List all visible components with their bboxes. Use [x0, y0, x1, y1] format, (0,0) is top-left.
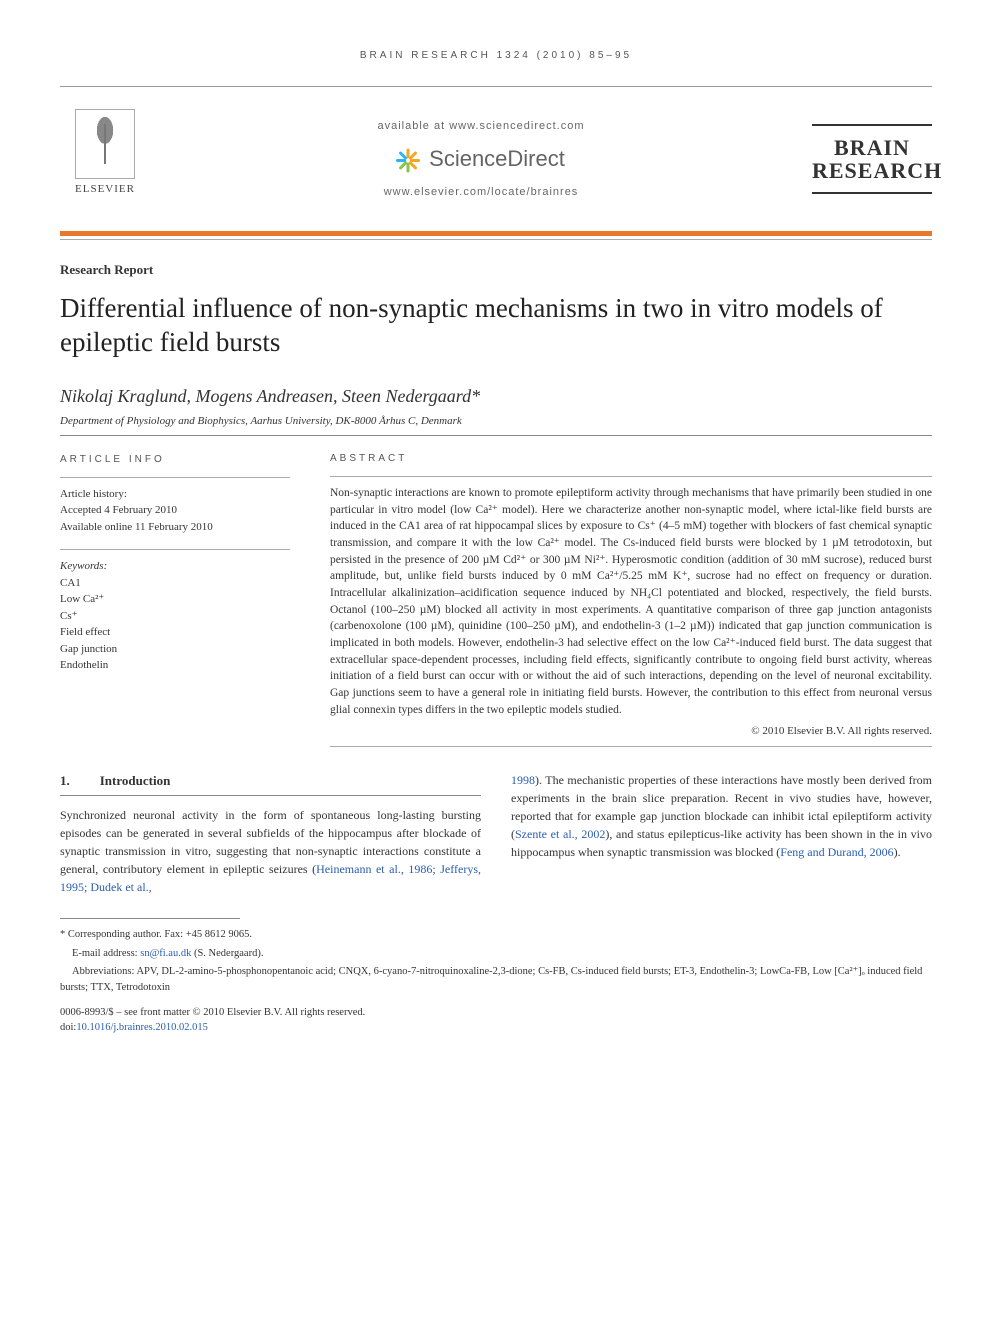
history-label: Article history:	[60, 486, 290, 503]
intro-para-right: 1998). The mechanistic properties of the…	[511, 771, 932, 861]
header-center: available at www.sciencedirect.com Scien…	[150, 120, 812, 198]
citation-link[interactable]: 1998	[511, 773, 535, 787]
journal-line1: BRAIN	[812, 136, 932, 159]
accent-rule	[60, 231, 932, 236]
doi-line: doi:10.1016/j.brainres.2010.02.015	[60, 1021, 932, 1036]
top-rule	[60, 86, 932, 87]
intro-text-2c: ).	[894, 845, 901, 859]
available-at: available at www.sciencedirect.com	[150, 120, 812, 132]
body-col-left: 1. Introduction Synchronized neuronal ac…	[60, 771, 481, 896]
abstract: ABSTRACT Non-synaptic interactions are k…	[330, 452, 932, 748]
elsevier-word: ELSEVIER	[75, 183, 135, 195]
elsevier-tree-icon	[75, 109, 135, 179]
keywords-block: Keywords: CA1Low Ca²⁺Cs⁺Field effectGap …	[60, 549, 290, 674]
email-tail: (S. Nedergaard).	[191, 948, 263, 959]
article-title: Differential influence of non-synaptic m…	[60, 292, 932, 360]
info-heading: ARTICLE INFO	[60, 452, 290, 467]
doi-block: 0006-8993/$ – see front matter © 2010 El…	[60, 1006, 932, 1035]
document-type: Research Report	[60, 262, 932, 278]
keywords-list: CA1Low Ca²⁺Cs⁺Field effectGap junctionEn…	[60, 575, 290, 674]
accepted-date: Accepted 4 February 2010	[60, 502, 290, 519]
footnotes: * Corresponding author. Fax: +45 8612 90…	[60, 927, 932, 996]
locate-url: www.elsevier.com/locate/brainres	[150, 186, 812, 198]
keyword-item: Endothelin	[60, 657, 290, 674]
corresponding-author: * Corresponding author. Fax: +45 8612 90…	[60, 927, 932, 943]
header-band: ELSEVIER available at www.sciencedirect.…	[60, 91, 932, 227]
affiliation: Department of Physiology and Biophysics,…	[60, 415, 932, 427]
keyword-item: Gap junction	[60, 641, 290, 658]
section-title: Introduction	[100, 771, 171, 791]
citation-link[interactable]: Szente et al., 2002	[515, 827, 605, 841]
email-link[interactable]: sn@fi.au.dk	[140, 948, 191, 959]
email-label: E-mail address:	[72, 948, 140, 959]
sd-burst-icon	[397, 146, 423, 172]
body-columns: 1. Introduction Synchronized neuronal ac…	[60, 771, 932, 896]
abstract-text: Non-synaptic interactions are known to p…	[330, 476, 932, 718]
keyword-item: Field effect	[60, 624, 290, 641]
journal-line2: RESEARCH	[812, 159, 932, 182]
authors: Nikolaj Kraglund, Mogens Andreasen, Stee…	[60, 386, 932, 407]
body-col-right: 1998). The mechanistic properties of the…	[511, 771, 932, 896]
article-info: ARTICLE INFO Article history: Accepted 4…	[60, 452, 290, 748]
meta-row: ARTICLE INFO Article history: Accepted 4…	[60, 452, 932, 748]
online-date: Available online 11 February 2010	[60, 519, 290, 536]
sciencedirect-text: ScienceDirect	[429, 146, 565, 172]
keywords-label: Keywords:	[60, 558, 290, 575]
intro-para-left: Synchronized neuronal activity in the fo…	[60, 806, 481, 896]
section-number: 1.	[60, 771, 70, 791]
doi-label: doi:	[60, 1022, 76, 1033]
keyword-item: Cs⁺	[60, 608, 290, 625]
abstract-bottom-rule	[330, 746, 932, 747]
abstract-heading: ABSTRACT	[330, 452, 932, 467]
keyword-item: Low Ca²⁺	[60, 591, 290, 608]
abstract-copyright: © 2010 Elsevier B.V. All rights reserved…	[330, 724, 932, 740]
thin-rule	[60, 239, 932, 240]
sciencedirect-logo: ScienceDirect	[397, 146, 565, 172]
section-heading: 1. Introduction	[60, 771, 481, 796]
email-line: E-mail address: sn@fi.au.dk (S. Nedergaa…	[60, 946, 932, 962]
abbreviations: Abbreviations: APV, DL-2-amino-5-phospho…	[60, 964, 932, 996]
journal-logo: BRAIN RESEARCH	[812, 124, 932, 194]
doi-link[interactable]: 10.1016/j.brainres.2010.02.015	[76, 1022, 208, 1033]
running-head: BRAIN RESEARCH 1324 (2010) 85–95	[60, 50, 932, 61]
footnote-separator	[60, 918, 240, 919]
section-rule	[60, 435, 932, 436]
keyword-item: CA1	[60, 575, 290, 592]
history-block: Article history: Accepted 4 February 201…	[60, 477, 290, 536]
citation-link[interactable]: Feng and Durand, 2006	[780, 845, 893, 859]
abbrev-text: Abbreviations: APV, DL-2-amino-5-phospho…	[60, 966, 922, 993]
front-matter: 0006-8993/$ – see front matter © 2010 El…	[60, 1006, 932, 1021]
elsevier-logo: ELSEVIER	[60, 109, 150, 209]
